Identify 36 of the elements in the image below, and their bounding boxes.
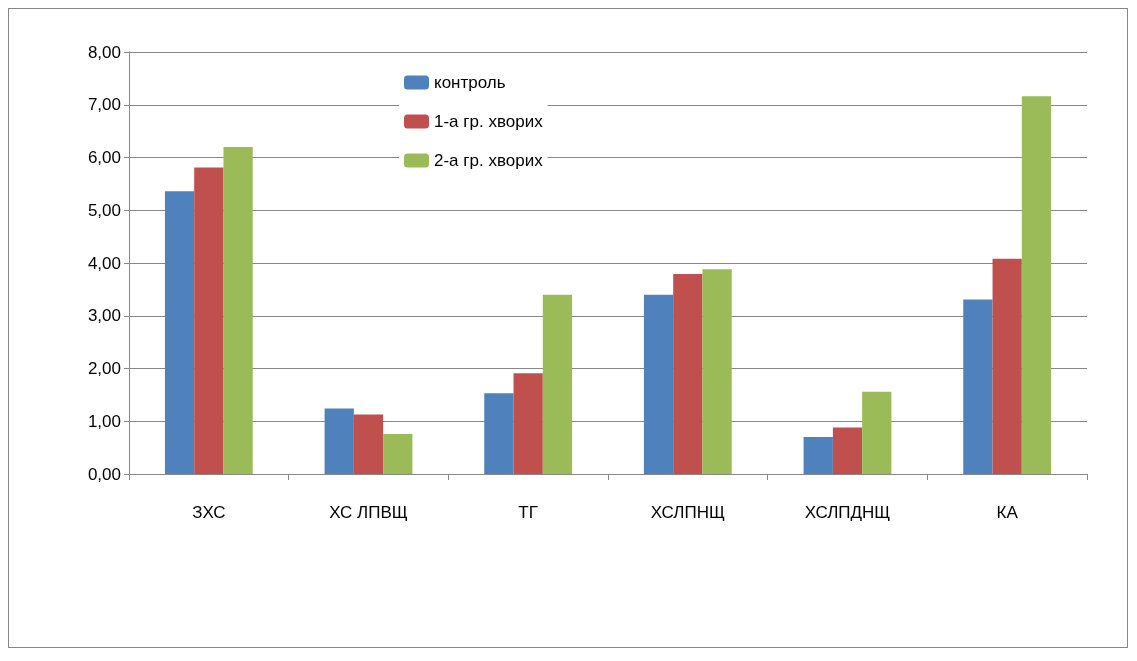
bar [1021, 96, 1052, 474]
y-tick-label: 8,00 [87, 42, 121, 62]
bar [484, 393, 514, 474]
y-tick-label: 1,00 [87, 411, 121, 431]
bar [702, 269, 732, 474]
x-tick-label: ТГ [518, 503, 538, 522]
x-tick-label: ЗХС [192, 503, 226, 522]
bar [194, 167, 224, 474]
y-tick-label: 5,00 [87, 200, 121, 220]
legend-label: 2-а гр. хворих [434, 151, 544, 170]
bar [643, 294, 674, 474]
legend-label: 1-а гр. хворих [434, 112, 544, 131]
bar [992, 258, 1022, 474]
bar [383, 433, 413, 474]
bar [673, 274, 703, 474]
x-tick-label: КА [996, 503, 1019, 522]
y-tick-label: 4,00 [87, 253, 121, 273]
y-tick-label: 3,00 [87, 306, 121, 326]
bar [223, 146, 253, 474]
bar [862, 391, 892, 474]
y-tick-label: 0,00 [87, 464, 121, 484]
bar [803, 437, 833, 474]
x-tick-label: ХСЛПНЩ [650, 503, 725, 522]
bar [832, 427, 863, 474]
y-tick-label: 2,00 [87, 359, 121, 378]
bar [164, 191, 195, 474]
bar [963, 299, 993, 474]
bar [353, 414, 384, 474]
x-tick-label: ХС ЛПВЩ [329, 503, 408, 522]
legend-label: контроль [434, 73, 506, 92]
y-tick-label: 6,00 [87, 148, 121, 167]
bar [542, 294, 573, 474]
bar [324, 408, 354, 474]
x-tick-label: ХСЛПДНЩ [804, 503, 891, 522]
bar [513, 373, 543, 474]
y-tick-label: 7,00 [87, 95, 121, 115]
